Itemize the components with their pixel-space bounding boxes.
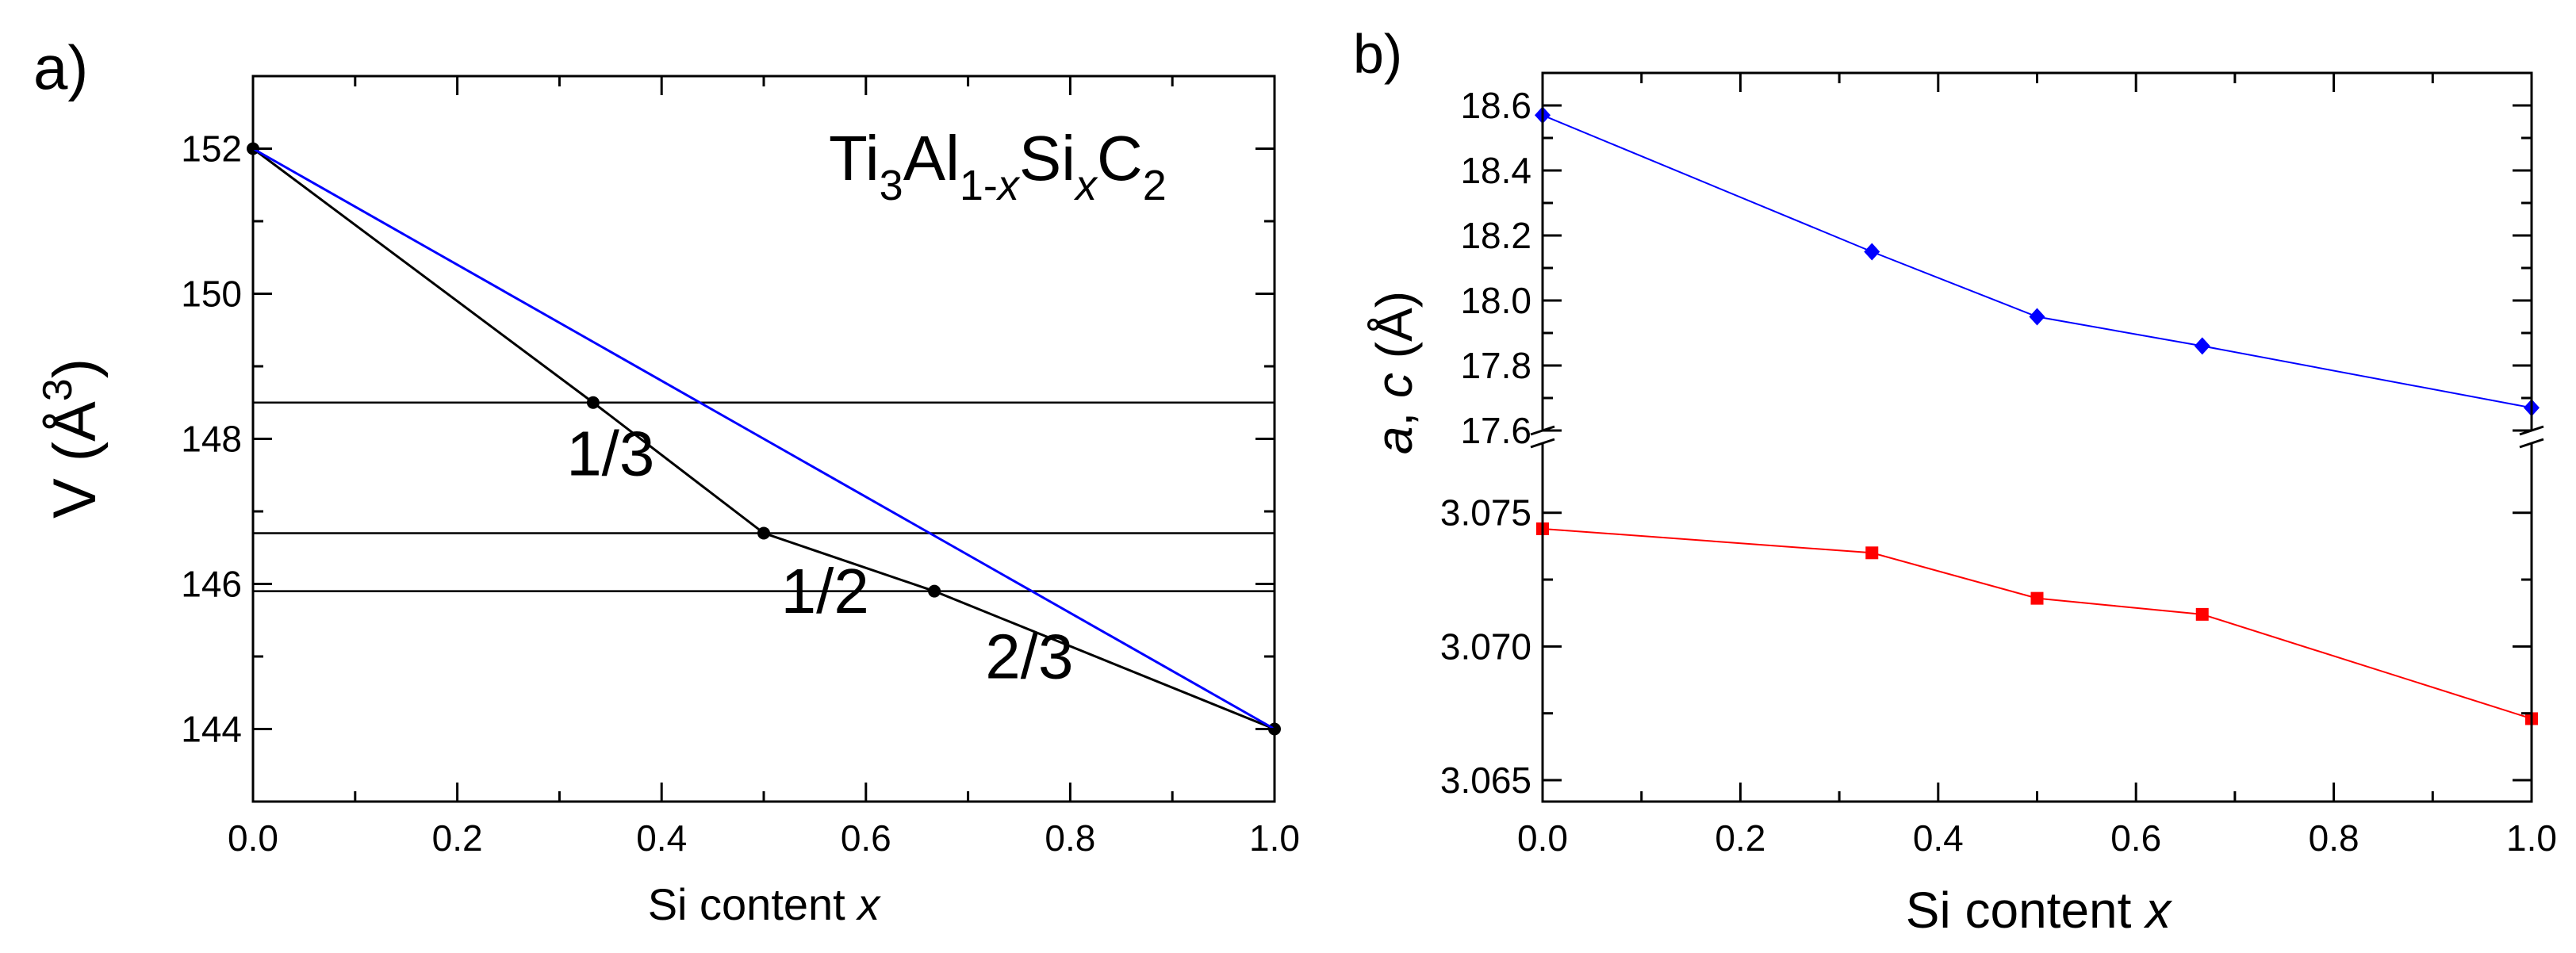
y-tick-label-upper: 18.4 (1460, 150, 1531, 191)
panel-a-x-axis: 0.0 0.2 0.4 0.6 0.8 1.0 (228, 76, 1300, 859)
panel-b-plot-area (1535, 106, 2540, 725)
series-line-linear (252, 147, 1275, 730)
series-line-c (1542, 114, 2532, 409)
x-tick-label: 0.8 (1045, 817, 1095, 859)
y-tick-label: 148 (181, 419, 242, 460)
panel-b-y-axis-label: a, c (Å) (1366, 291, 1423, 454)
formula-label: Ti3Al1-xSixC2 (829, 123, 1167, 209)
data-point-calculated (586, 396, 600, 409)
x-tick-label: 0.2 (1715, 817, 1765, 859)
x-tick-label: 1.0 (2506, 817, 2557, 859)
fraction-label: 1/3 (566, 418, 654, 488)
y-tick-label-upper: 18.0 (1460, 280, 1531, 321)
y-tick-label-upper: 18.2 (1460, 215, 1531, 256)
panel-a-x-axis-label: Si content x (648, 879, 882, 929)
series-line-a (1542, 527, 2532, 720)
x-tick-label: 0.0 (228, 817, 278, 859)
data-point-a (1865, 546, 1879, 560)
y-tick-label-lower: 3.065 (1440, 760, 1531, 801)
y-tick-label: 144 (181, 709, 242, 750)
data-point-c (2194, 337, 2210, 355)
panel-a-y-axis-label: V (Å3) (35, 358, 109, 519)
y-tick-label-lower: 3.070 (1440, 626, 1531, 667)
panel-b: b) 0.0 0.2 0.4 0.6 0.8 1.0 17.6 17.8 18.0 18.2 18… (1353, 23, 2557, 939)
y-tick-label: 152 (181, 128, 242, 170)
data-point-a (2195, 607, 2209, 621)
panel-b-label: b) (1353, 23, 1402, 85)
data-point-a (2030, 591, 2044, 605)
y-tick-label-upper: 18.6 (1460, 85, 1531, 126)
y-tick-label: 150 (181, 274, 242, 315)
panel-b-x-axis: 0.0 0.2 0.4 0.6 0.8 1.0 (1517, 73, 2557, 859)
x-tick-label: 0.8 (2309, 817, 2359, 859)
x-tick-label: 0.0 (1517, 817, 1568, 859)
x-tick-label: 1.0 (1249, 817, 1300, 859)
panel-b-y-axis: 17.6 17.8 18.0 18.2 18.4 18.6 3.065 3.070 3.075 (1440, 85, 2532, 801)
data-point-c (1864, 243, 1880, 261)
y-tick-label: 146 (181, 564, 242, 605)
panel-a-y-axis: 144 146 148 150 152 (181, 75, 1275, 803)
fraction-label: 2/3 (985, 621, 1073, 691)
panel-a-plot-area: 1/3 1/2 2/3 (247, 142, 1281, 736)
y-tick-label-upper: 17.8 (1460, 345, 1531, 386)
y-tick-label-lower: 3.075 (1440, 492, 1531, 534)
x-tick-label: 0.2 (432, 817, 483, 859)
panel-a-label: a) (33, 33, 88, 102)
fraction-label: 1/2 (781, 556, 869, 626)
y-tick-label-upper: 17.6 (1460, 410, 1531, 451)
data-point-calculated (928, 584, 941, 598)
panel-b-x-axis-label: Si content x (1906, 882, 2172, 939)
panel-a: a) 1/31/22/3 0.0 0.2 0.4 0.6 0.8 1.0 14414614… (33, 33, 1300, 929)
data-point-c (2029, 308, 2045, 326)
x-tick-label: 0.6 (841, 817, 891, 859)
panel-b-frame (1541, 71, 2533, 803)
x-tick-label: 0.4 (1913, 817, 1964, 859)
x-tick-label: 0.4 (636, 817, 687, 859)
x-tick-label: 0.6 (2110, 817, 2161, 859)
data-point-calculated (757, 526, 770, 540)
